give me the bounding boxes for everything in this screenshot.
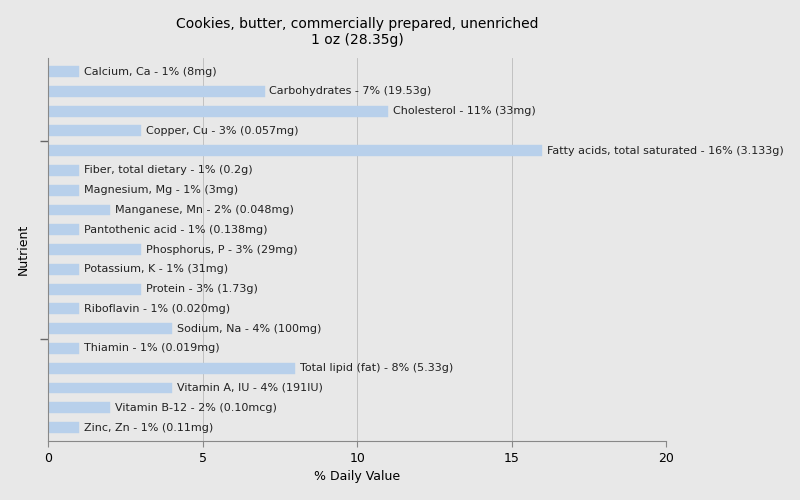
Bar [49,86,265,97]
Bar [49,402,110,413]
Bar [49,66,79,77]
Bar [49,165,79,176]
Bar [49,185,79,196]
Bar [49,126,141,136]
Text: Fiber, total dietary - 1% (0.2g): Fiber, total dietary - 1% (0.2g) [84,166,253,175]
Text: Fatty acids, total saturated - 16% (3.133g): Fatty acids, total saturated - 16% (3.13… [547,146,784,156]
Text: Zinc, Zn - 1% (0.11mg): Zinc, Zn - 1% (0.11mg) [84,422,213,432]
Text: Copper, Cu - 3% (0.057mg): Copper, Cu - 3% (0.057mg) [146,126,298,136]
Bar [49,244,141,255]
Bar [49,106,388,117]
Text: Sodium, Na - 4% (100mg): Sodium, Na - 4% (100mg) [177,324,321,334]
Bar [49,363,295,374]
Text: Cholesterol - 11% (33mg): Cholesterol - 11% (33mg) [393,106,535,116]
Bar [49,304,79,314]
Text: Calcium, Ca - 1% (8mg): Calcium, Ca - 1% (8mg) [84,66,217,76]
Bar [49,422,79,433]
Text: Magnesium, Mg - 1% (3mg): Magnesium, Mg - 1% (3mg) [84,185,238,195]
Text: Vitamin A, IU - 4% (191IU): Vitamin A, IU - 4% (191IU) [177,383,322,393]
X-axis label: % Daily Value: % Daily Value [314,470,400,484]
Text: Manganese, Mn - 2% (0.048mg): Manganese, Mn - 2% (0.048mg) [114,205,294,215]
Bar [49,284,141,294]
Text: Thiamin - 1% (0.019mg): Thiamin - 1% (0.019mg) [84,344,219,353]
Text: Carbohydrates - 7% (19.53g): Carbohydrates - 7% (19.53g) [269,86,431,97]
Bar [49,382,172,394]
Bar [49,343,79,354]
Bar [49,323,172,334]
Bar [49,264,79,275]
Text: Vitamin B-12 - 2% (0.10mcg): Vitamin B-12 - 2% (0.10mcg) [114,402,277,412]
Text: Total lipid (fat) - 8% (5.33g): Total lipid (fat) - 8% (5.33g) [300,363,454,373]
Bar [49,146,542,156]
Text: Pantothenic acid - 1% (0.138mg): Pantothenic acid - 1% (0.138mg) [84,225,267,235]
Text: Riboflavin - 1% (0.020mg): Riboflavin - 1% (0.020mg) [84,304,230,314]
Text: Phosphorus, P - 3% (29mg): Phosphorus, P - 3% (29mg) [146,244,298,254]
Text: Protein - 3% (1.73g): Protein - 3% (1.73g) [146,284,258,294]
Title: Cookies, butter, commercially prepared, unenriched
1 oz (28.35g): Cookies, butter, commercially prepared, … [176,16,538,47]
Bar [49,224,79,235]
Bar [49,204,110,216]
Text: Potassium, K - 1% (31mg): Potassium, K - 1% (31mg) [84,264,228,274]
Y-axis label: Nutrient: Nutrient [17,224,30,275]
